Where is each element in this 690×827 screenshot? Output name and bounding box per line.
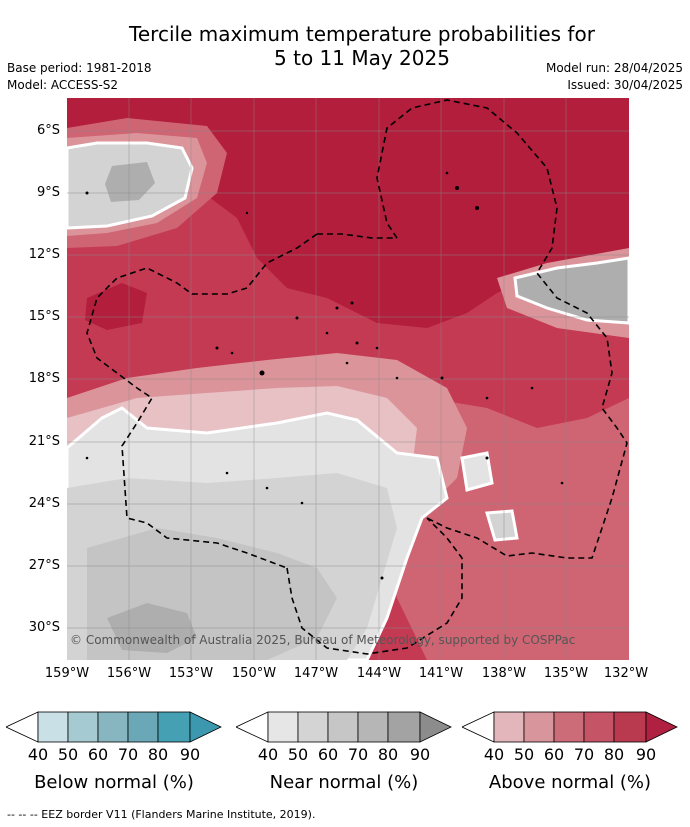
map-title: Tercile maximum temperature probabilitie… (34, 22, 690, 70)
near-tick-80: 80 (377, 745, 399, 764)
lon-label-156w: 156°W (106, 666, 152, 681)
map-svg (67, 98, 629, 660)
lat-label-12s: 12°S (28, 247, 60, 262)
legend-below-normal (6, 710, 222, 744)
near-tick-40: 40 (257, 745, 279, 764)
legend-above-normal (462, 710, 678, 744)
near-tick-60: 60 (317, 745, 339, 764)
below-tick-50: 50 (57, 745, 79, 764)
model-name: Model: ACCESS-S2 (7, 78, 119, 92)
above-tick-60: 60 (543, 745, 565, 764)
below-tick-70: 70 (117, 745, 139, 764)
probability-map: © Commonwealth of Australia 2025, Bureau… (67, 98, 629, 660)
title-line-1: Tercile maximum temperature probabilitie… (129, 22, 595, 46)
lon-label-153w: 153°W (168, 666, 214, 681)
lat-label-21s: 21°S (28, 434, 60, 449)
lat-label-30s: 30°S (28, 620, 60, 635)
lon-label-147w: 147°W (293, 666, 339, 681)
eez-borders (86, 99, 628, 655)
near-tick-50: 50 (287, 745, 309, 764)
lon-label-132w: 132°W (603, 666, 649, 681)
below-normal-label: Below normal (%) (34, 772, 194, 793)
region-near-normal-small-1 (460, 451, 494, 492)
lon-label-138w: 138°W (481, 666, 527, 681)
lat-label-27s: 27°S (28, 558, 60, 573)
colorbar-above (462, 711, 678, 743)
lon-label-141w: 141°W (418, 666, 464, 681)
eez-border-central (86, 233, 397, 569)
lat-label-15s: 15°S (28, 309, 60, 324)
below-tick-80: 80 (147, 745, 169, 764)
above-tick-40: 40 (483, 745, 505, 764)
lon-label-135w: 135°W (543, 666, 589, 681)
lat-label-6s: 6°S (36, 123, 60, 138)
region-near-70-80-northwest (105, 162, 155, 202)
below-tick-40: 40 (27, 745, 49, 764)
model-run: Model run: 28/04/2025 (545, 61, 683, 75)
lon-label-144w: 144°W (356, 666, 402, 681)
below-tick-60: 60 (87, 745, 109, 764)
meta-right: Model run: 28/04/2025 Issued: 30/04/2025 (546, 60, 683, 94)
issued-date: Issued: 30/04/2025 (567, 78, 683, 92)
near-normal-label: Near normal (%) (269, 772, 419, 793)
near-tick-70: 70 (347, 745, 369, 764)
below-tick-90: 90 (179, 745, 201, 764)
eez-border-south (286, 517, 463, 655)
lat-label-9s: 9°S (36, 185, 60, 200)
lat-label-18s: 18°S (28, 371, 60, 386)
meta-left: Base period: 1981-2018 Model: ACCESS-S2 (7, 60, 152, 94)
colorbar-near (236, 711, 452, 743)
region-near-normal-east (513, 256, 629, 325)
colorbar-below (6, 711, 222, 743)
lat-label-24s: 24°S (28, 496, 60, 511)
above-tick-90: 90 (635, 745, 657, 764)
above-tick-50: 50 (513, 745, 535, 764)
legend-near-normal (236, 710, 452, 744)
title-line-2: 5 to 11 May 2025 (274, 46, 450, 70)
lon-label-159w: 159°W (44, 666, 90, 681)
lon-label-150w: 150°W (231, 666, 277, 681)
eez-footnote: -- -- -- EEZ border V11 (Flanders Marine… (7, 808, 316, 821)
islands (85, 171, 564, 580)
base-period: Base period: 1981-2018 (7, 61, 152, 75)
eez-border-northeast (376, 99, 628, 559)
above-tick-80: 80 (603, 745, 625, 764)
near-tick-90: 90 (409, 745, 431, 764)
above-normal-label: Above normal (%) (488, 772, 652, 793)
copyright-notice: © Commonwealth of Australia 2025, Bureau… (70, 633, 576, 647)
above-tick-70: 70 (573, 745, 595, 764)
